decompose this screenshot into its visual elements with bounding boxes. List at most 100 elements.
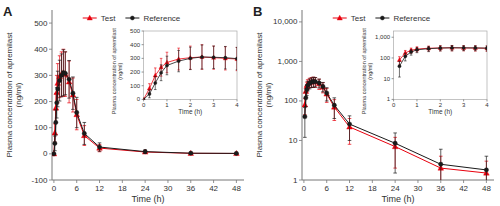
- data-point: [235, 57, 237, 60]
- error-bar-cap: [224, 68, 227, 69]
- error-bar-cap: [404, 53, 407, 54]
- y-tick-label: 200: [34, 97, 48, 106]
- error-bar: [154, 76, 157, 89]
- error-bar-cap: [303, 107, 307, 108]
- data-point: [321, 84, 325, 88]
- error-bar-cap: [160, 80, 163, 81]
- data-point: [235, 57, 237, 61]
- error-bar: [462, 46, 465, 51]
- error-bar: [189, 46, 192, 69]
- error-bar-cap: [56, 71, 60, 72]
- chart-panel: 0612182430364248-1000100200300400500Time…: [3, 4, 244, 204]
- x-tick-label: 42: [459, 184, 468, 193]
- error-bar-cap: [53, 150, 57, 151]
- data-point: [347, 122, 351, 126]
- error-bar-cap: [321, 92, 325, 93]
- y-tick-mark: [392, 37, 394, 38]
- data-point: [393, 141, 397, 145]
- error-bar: [321, 83, 325, 93]
- x-tick-mark: [463, 180, 464, 183]
- error-bar-cap: [451, 50, 454, 51]
- error-bar: [314, 78, 318, 88]
- error-bar: [58, 60, 62, 101]
- y-axis-label: Plasma concentration of apremilast(ng/ml…: [361, 28, 374, 114]
- error-bar: [348, 116, 352, 141]
- legend-label: Reference: [143, 14, 180, 23]
- error-bar: [474, 46, 477, 51]
- error-bar-cap: [325, 102, 329, 103]
- data-line: [399, 48, 487, 66]
- y-tick-mark: [142, 72, 144, 73]
- data-point: [160, 71, 163, 74]
- error-bar-cap: [177, 48, 180, 49]
- y-tick-mark: [299, 180, 302, 181]
- error-bar-cap: [55, 118, 59, 119]
- y-tick-label: 10,000: [273, 17, 298, 26]
- data-point: [165, 64, 168, 67]
- error-bar-cap: [189, 47, 192, 48]
- error-bar-cap: [398, 61, 401, 62]
- y-tick-label: 100: [34, 123, 48, 132]
- error-bar: [439, 149, 443, 180]
- error-bar-cap: [333, 118, 337, 119]
- data-point: [427, 46, 431, 50]
- inset-chart: 012341101001,000Time (h)Plasma concentra…: [360, 26, 492, 116]
- data-point: [55, 101, 59, 105]
- error-bar-cap: [212, 68, 215, 69]
- y-tick-label: 400: [34, 45, 48, 54]
- data-point: [54, 120, 58, 124]
- error-bar-cap: [83, 144, 87, 145]
- y-tick-mark: [49, 23, 52, 24]
- error-bar-cap: [348, 144, 352, 145]
- x-tick-label: 12: [95, 184, 104, 193]
- data-point: [97, 145, 101, 149]
- legend-entry: Reference: [125, 14, 180, 23]
- error-bar-cap: [64, 51, 68, 52]
- y-axis-label: Plasma concentration of apremilast(ng/ml…: [5, 32, 23, 158]
- x-tick-mark: [145, 180, 146, 183]
- x-tick-label: 24: [391, 184, 400, 193]
- y-tick-label: 500: [34, 19, 48, 28]
- data-point: [234, 151, 238, 155]
- error-bar-cap: [64, 51, 68, 52]
- error-bar-cap: [154, 76, 157, 77]
- x-tick-label: 30: [164, 184, 173, 193]
- error-bar-cap: [201, 69, 204, 70]
- x-tick-mark: [190, 180, 191, 183]
- error-bar: [410, 48, 413, 53]
- error-bar-cap: [398, 56, 401, 57]
- data-point: [410, 50, 413, 53]
- y-axis-label: Plasma concentration of apremilast(ng/ml…: [255, 32, 273, 158]
- data-point: [485, 47, 487, 50]
- error-bar: [321, 82, 325, 91]
- error-bar-cap: [224, 46, 227, 47]
- data-point: [439, 162, 443, 166]
- error-bar-cap: [314, 77, 318, 78]
- x-axis-line: [302, 180, 494, 181]
- error-bar-cap: [148, 83, 151, 84]
- error-bar-cap: [98, 142, 102, 143]
- data-point: [397, 58, 401, 62]
- error-bar: [166, 56, 169, 75]
- error-bar-cap: [325, 100, 329, 101]
- y-tick-label: -100: [31, 176, 48, 185]
- data-point: [302, 102, 308, 107]
- y-tick-label: 400: [130, 42, 141, 48]
- y-tick-label: 10: [383, 76, 390, 82]
- error-bar-cap: [416, 47, 419, 48]
- error-bar-cap: [60, 53, 64, 54]
- y-tick-mark: [142, 85, 144, 86]
- data-point: [144, 98, 146, 100]
- error-bar: [486, 46, 487, 51]
- chart-panel: 06121824303642481101001,00010,000Time (h…: [253, 4, 494, 206]
- error-bar-stem: [334, 98, 335, 119]
- data-point: [484, 168, 488, 172]
- error-bar-cap: [201, 44, 204, 45]
- error-bar-cap: [236, 47, 237, 48]
- error-bar-cap: [177, 50, 180, 51]
- error-bar: [67, 60, 71, 98]
- error-bar-cap: [71, 76, 75, 77]
- error-bar-cap: [321, 82, 325, 83]
- x-tick-mark: [417, 180, 418, 183]
- error-bar-cap: [64, 94, 68, 95]
